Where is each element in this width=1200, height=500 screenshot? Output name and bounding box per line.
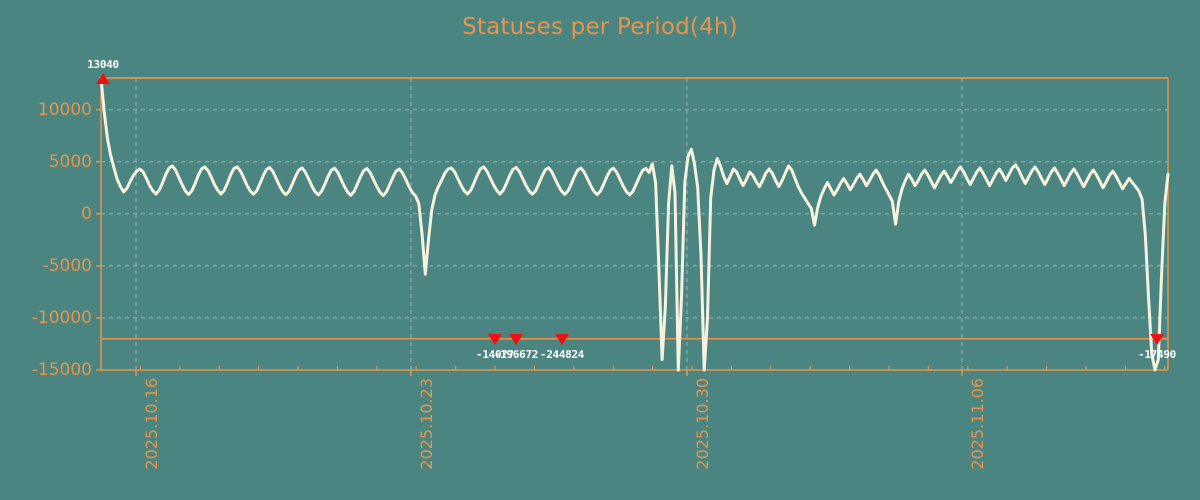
y-tick-label: -10000: [31, 307, 92, 328]
min-marker: [1150, 333, 1164, 345]
y-tick-label: -15000: [31, 360, 92, 380]
axis-ticks: [96, 108, 1166, 376]
y-tick-label: -5000: [42, 255, 92, 276]
x-tick-label: 2025.10.16: [142, 378, 161, 470]
extreme-value-label: 13040: [87, 58, 119, 71]
max-marker: [96, 73, 110, 84]
y-tick-label: 10000: [37, 99, 92, 120]
extreme-value-label: -17490: [1138, 347, 1176, 361]
x-tick-label: 2025.11.06: [968, 378, 987, 470]
axis-frame: [100, 77, 1169, 371]
y-tick-label: 5000: [48, 151, 92, 172]
x-tick-label: 2025.10.23: [417, 378, 436, 470]
extreme-value-label: -244824: [539, 347, 585, 361]
horizontal-gridlines: [101, 109, 1168, 319]
y-tick-label: 0: [81, 203, 92, 224]
min-marker: [509, 333, 523, 345]
series-line-statuses: [99, 76, 1170, 372]
extreme-value-label: -196672: [493, 347, 539, 361]
extreme-value-label: -140??: [476, 347, 514, 361]
min-marker: [488, 333, 502, 345]
chart-title: Statuses per Period(4h): [462, 14, 738, 40]
threshold-lines: [101, 77, 1168, 340]
x-tick-label: 2025.10.30: [693, 378, 712, 470]
min-marker: [555, 333, 569, 345]
vertical-gridlines: [135, 78, 963, 370]
